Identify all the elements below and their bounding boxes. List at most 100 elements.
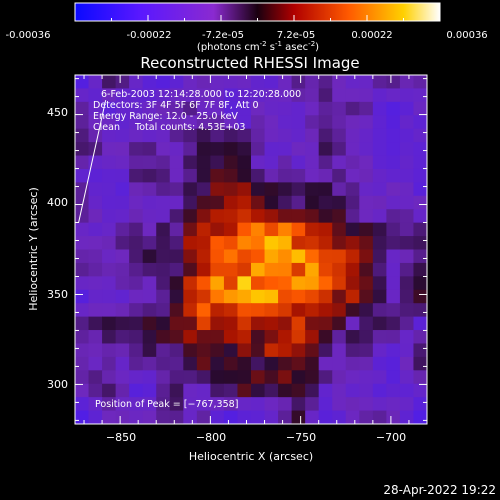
heatmap-cell [142, 182, 157, 197]
heatmap-cell [115, 209, 130, 224]
heatmap-cell [75, 316, 90, 331]
heatmap-cell [345, 168, 360, 183]
heatmap-cell [332, 88, 347, 103]
heatmap-cell [413, 236, 427, 251]
heatmap-cell [237, 397, 252, 412]
heatmap-cell [332, 397, 347, 412]
heatmap-cell [251, 209, 266, 224]
heatmap-cell [237, 262, 252, 277]
heatmap-cell [183, 115, 198, 130]
heatmap-cell [88, 383, 103, 398]
heatmap-cell [372, 316, 387, 331]
heatmap-cell [223, 410, 239, 424]
heatmap-cell [359, 155, 374, 170]
heatmap-cell [169, 383, 184, 398]
heatmap-cell [102, 370, 117, 385]
heatmap-cell [359, 168, 374, 183]
heatmap-cell [345, 88, 360, 103]
heatmap-cell [291, 289, 306, 304]
heatmap-cell [115, 168, 130, 183]
heatmap-cell [156, 343, 171, 358]
heatmap-cell [264, 195, 279, 210]
heatmap-cell [386, 383, 401, 398]
heatmap-cell [318, 276, 333, 291]
heatmap-cell [88, 356, 103, 371]
heatmap-cell [345, 182, 360, 197]
heatmap-cell [345, 75, 360, 90]
heatmap-cell [264, 168, 279, 183]
heatmap-cell [196, 128, 211, 143]
heatmap-cell [75, 101, 90, 116]
heatmap-cell [372, 182, 387, 197]
heatmap-cell [75, 209, 90, 224]
heatmap-cell [318, 249, 333, 264]
heatmap-cell [183, 236, 198, 251]
heatmap-cell [115, 343, 130, 358]
heatmap-cell [399, 397, 415, 412]
heatmap-cell [332, 316, 347, 331]
heatmap-cell [332, 222, 347, 237]
heatmap-cell [75, 289, 90, 304]
heatmap-cell [278, 115, 293, 130]
heatmap-cell [278, 343, 293, 358]
heatmap-cell [129, 397, 144, 412]
heatmap-cell [88, 343, 103, 358]
heatmap-cell [142, 195, 157, 210]
heatmap-cell [413, 101, 427, 116]
heatmap-cell [278, 397, 293, 412]
heatmap-cell [318, 88, 333, 103]
heatmap-cell [305, 142, 320, 157]
heatmap-cell [386, 88, 401, 103]
heatmap-cell [278, 370, 293, 385]
heatmap-cell [359, 303, 374, 318]
heatmap-cell [399, 75, 415, 90]
heatmap-cell [399, 101, 415, 116]
heatmap-cell [399, 316, 415, 331]
heatmap-cell [399, 222, 415, 237]
heatmap-cell [115, 128, 130, 143]
heatmap-cell [278, 356, 293, 371]
heatmap-cell [183, 209, 198, 224]
heatmap-cell [102, 330, 117, 345]
heatmap-cell [399, 410, 415, 424]
heatmap-cell [237, 88, 252, 103]
heatmap-cell [399, 262, 415, 277]
heatmap-cell [237, 356, 252, 371]
heatmap-cell [237, 383, 252, 398]
heatmap-cell [332, 182, 347, 197]
heatmap-cell [115, 316, 130, 331]
heatmap-cell [399, 182, 415, 197]
heatmap-cell [156, 155, 171, 170]
heatmap-cell [305, 236, 320, 251]
heatmap-cell [345, 195, 360, 210]
heatmap-cell [102, 262, 117, 277]
heatmap-cell [169, 101, 184, 116]
heatmap-cell [169, 75, 184, 90]
heatmap-cell [291, 115, 306, 130]
heatmap-cell [75, 303, 90, 318]
heatmap-cell [142, 370, 157, 385]
heatmap-cell [237, 168, 252, 183]
heatmap-cell [156, 222, 171, 237]
heatmap-cell [264, 410, 279, 424]
heatmap-cell [318, 195, 333, 210]
heatmap-cell [196, 101, 211, 116]
heatmap-cell [196, 383, 211, 398]
heatmap-cell [318, 222, 333, 237]
heatmap-cell [332, 356, 347, 371]
heatmap-cell [169, 236, 184, 251]
heatmap-cell [223, 316, 239, 331]
heatmap-cell [264, 222, 279, 237]
heatmap-cell [237, 370, 252, 385]
heatmap-cell [251, 115, 266, 130]
heatmap-cell [129, 236, 144, 251]
heatmap-cell [305, 101, 320, 116]
heatmap-cell [413, 249, 427, 264]
heatmap-cell [115, 262, 130, 277]
heatmap-cell [359, 101, 374, 116]
heatmap-cell [318, 343, 333, 358]
heatmap-cell [223, 75, 239, 90]
heatmap-cell [169, 168, 184, 183]
heatmap-cell [264, 330, 279, 345]
heatmap-cell [210, 262, 225, 277]
